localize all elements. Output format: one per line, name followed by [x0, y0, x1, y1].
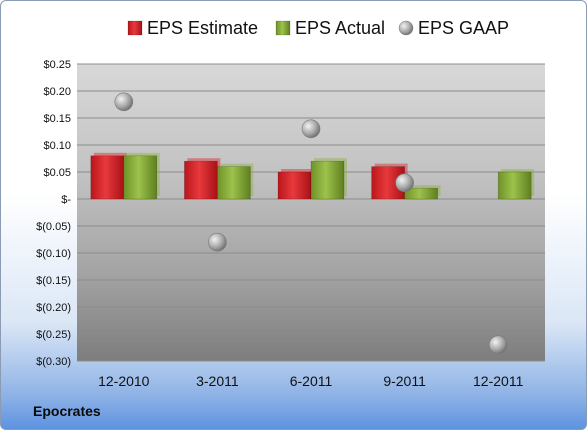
y-tick-label: $(0.20) — [36, 302, 71, 314]
estimate-bar — [277, 171, 312, 200]
gaap-point — [301, 119, 321, 139]
actual-bar — [497, 171, 532, 200]
actual-bar — [217, 166, 251, 200]
company-name: Epocrates — [33, 403, 101, 419]
plot-area — [77, 64, 545, 361]
y-tick-label: $(0.25) — [36, 329, 71, 341]
actual-bar — [404, 187, 438, 200]
y-tick-label: $(0.15) — [36, 275, 71, 287]
bars — [90, 152, 535, 200]
y-tick-label: $(0.10) — [36, 248, 71, 260]
gaap-point — [208, 232, 227, 252]
y-tick-label: $(0.30) — [36, 356, 71, 368]
x-tick-label: 12-2011 — [473, 373, 524, 389]
estimate-bar — [184, 160, 218, 200]
actual-bar — [123, 155, 158, 200]
gaap-point — [488, 335, 508, 355]
estimate-bar — [90, 155, 125, 200]
y-tick-label: $0.20 — [43, 86, 71, 98]
y-tick-label: $0.10 — [43, 140, 71, 152]
x-tick-label: 9-2011 — [383, 373, 426, 389]
x-tick-label: 3-2011 — [196, 373, 239, 389]
y-tick-label: $0.15 — [43, 113, 71, 125]
gaap-point — [395, 173, 414, 193]
actual-bar — [310, 160, 345, 200]
y-tick-label: $- — [61, 194, 71, 206]
legend-label: EPS Estimate — [147, 18, 258, 38]
x-axis: 12-2010 3-2011 6-2011 9-2011 12-2011 — [98, 373, 523, 389]
legend: EPS Estimate EPS Actual EPS GAAP — [127, 18, 509, 38]
x-tick-label: 6-2011 — [290, 373, 333, 389]
legend-swatch — [127, 20, 143, 36]
legend-label: EPS GAAP — [418, 18, 509, 38]
legend-swatch — [275, 20, 291, 36]
gaap-point — [114, 92, 134, 112]
legend-label: EPS Actual — [295, 18, 385, 38]
y-axis: $0.25 $0.20 $0.15 $0.10 $0.05 $- $(0.05) $(0.10… — [36, 59, 71, 368]
y-tick-label: $(0.05) — [36, 221, 71, 233]
y-tick-label: $0.25 — [43, 59, 71, 71]
legend-swatch — [398, 20, 414, 36]
y-tick-label: $0.05 — [43, 167, 71, 179]
gaap-points — [114, 92, 508, 355]
x-tick-label: 12-2010 — [98, 373, 150, 389]
